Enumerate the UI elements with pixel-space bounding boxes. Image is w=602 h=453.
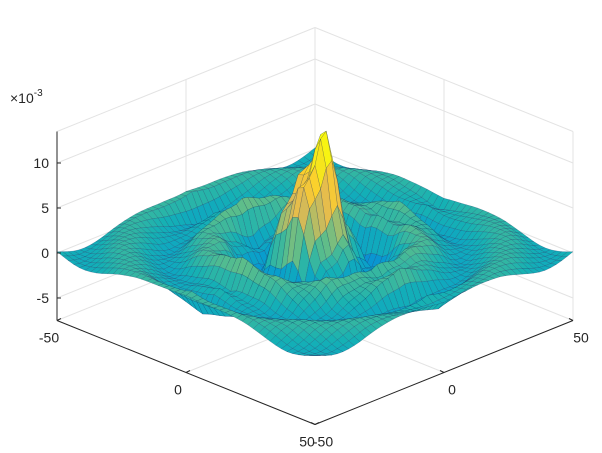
x-tick-label: -50 (39, 330, 59, 346)
surface-face (387, 315, 400, 320)
surface-face (365, 324, 378, 334)
x-tick-label: 50 (299, 434, 315, 450)
z-tick-label: -5 (37, 290, 50, 306)
axes (56, 131, 574, 425)
z-tick-label: 10 (33, 155, 49, 171)
surface-face (376, 318, 389, 326)
x-tick-mark (56, 318, 62, 321)
surface-face (370, 321, 383, 330)
y-tick-mark (310, 422, 316, 425)
surface-face (516, 268, 529, 275)
z-tick-label: 0 (41, 245, 49, 261)
y-tick-mark (439, 370, 445, 373)
surface-face (533, 267, 546, 273)
surface-mesh (56, 130, 574, 356)
z-exponent-power: -3 (34, 88, 43, 99)
surface-face (499, 270, 512, 276)
z-tick-label: 5 (41, 200, 49, 216)
x-tick-mark (314, 422, 320, 425)
surface-face (353, 331, 366, 342)
z-exponent-base: ×10 (10, 90, 34, 106)
top-edge (314, 27, 574, 132)
x-tick-mark (185, 370, 191, 373)
surface-face (521, 268, 535, 274)
surface-face (555, 256, 568, 261)
surface-face (488, 273, 501, 279)
y-tick-mark (568, 318, 574, 321)
surface-face (466, 284, 478, 290)
z-axis-exponent: ×10-3 (10, 88, 43, 106)
surface-face (426, 303, 440, 311)
y-tick-label: 0 (448, 382, 456, 398)
x-tick-label: 0 (174, 382, 182, 398)
surface-face (359, 327, 372, 338)
top-edge (56, 27, 316, 132)
y-tick-label: -50 (313, 434, 333, 450)
y-tick-label: 50 (573, 330, 589, 346)
